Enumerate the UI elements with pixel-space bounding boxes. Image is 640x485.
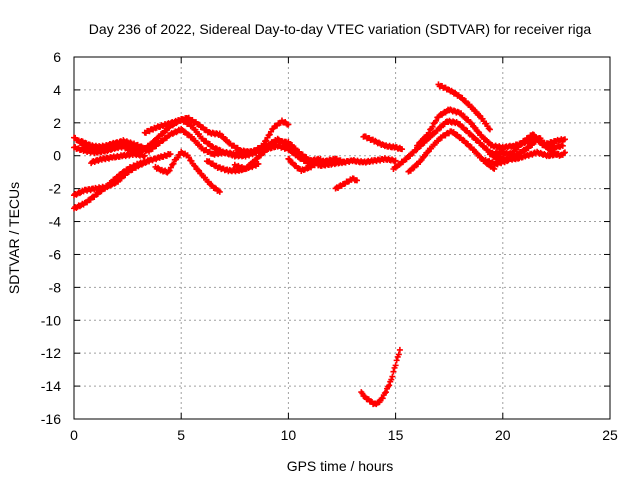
gridlines xyxy=(74,57,610,419)
data-point xyxy=(216,188,223,195)
data-point xyxy=(146,157,153,164)
data-point xyxy=(473,137,480,144)
data-point xyxy=(470,133,477,140)
data-point xyxy=(433,117,440,124)
data-point xyxy=(392,362,399,369)
data-point xyxy=(466,130,473,137)
data-point xyxy=(167,151,174,158)
data-point xyxy=(429,123,436,130)
x-axis-label: GPS time / hours xyxy=(287,458,394,474)
data-point xyxy=(390,368,397,375)
series-track-21 xyxy=(77,137,146,151)
x-tick-label: 5 xyxy=(177,427,185,443)
data-point xyxy=(263,137,270,144)
data-point xyxy=(285,121,292,128)
y-tick-label: 4 xyxy=(53,82,61,98)
data-point xyxy=(379,395,386,402)
data-point xyxy=(141,152,148,159)
chart-title: Day 236 of 2022, Sidereal Day-to-day VTE… xyxy=(89,21,592,37)
data-point xyxy=(381,390,388,397)
y-tick-label: -10 xyxy=(41,312,61,328)
data-point xyxy=(555,151,562,158)
y-tick-label: -16 xyxy=(41,411,61,427)
data-point xyxy=(475,129,482,136)
data-point xyxy=(185,154,192,161)
series-track-13 xyxy=(358,346,403,408)
data-point xyxy=(490,165,497,172)
data-point xyxy=(255,160,262,167)
plot-area-frame xyxy=(73,56,611,420)
data-point xyxy=(386,382,393,389)
y-tick-label: 2 xyxy=(53,115,61,131)
y-axis-tick-labels: -16 -14 -12 -10 -8 -6 -4 -2 0 2 4 6 xyxy=(41,49,61,427)
data-point xyxy=(166,167,173,174)
series-track-12 xyxy=(360,133,406,153)
x-tick-label: 20 xyxy=(495,427,511,443)
data-point xyxy=(389,373,396,380)
series-track-11 xyxy=(332,175,361,192)
x-tick-label: 10 xyxy=(281,427,297,443)
data-point xyxy=(468,120,475,127)
data-point xyxy=(341,159,348,166)
data-point xyxy=(178,125,185,132)
data-point xyxy=(471,124,478,131)
series-track-20 xyxy=(491,148,562,163)
data-point xyxy=(185,131,192,138)
data-point xyxy=(170,160,177,167)
data-point xyxy=(395,351,402,358)
data-point xyxy=(425,129,432,136)
y-tick-label: 0 xyxy=(53,148,61,164)
data-point xyxy=(467,119,474,126)
data-point xyxy=(388,376,395,383)
data-point xyxy=(561,136,568,143)
y-tick-label: -14 xyxy=(41,378,61,394)
y-tick-label: -8 xyxy=(49,279,62,295)
data-point xyxy=(417,158,424,165)
data-point xyxy=(420,153,427,160)
data-point xyxy=(559,142,566,149)
series-track-6 xyxy=(88,150,148,167)
x-tick-label: 15 xyxy=(388,427,404,443)
data-point xyxy=(354,177,361,184)
x-tick-label: 0 xyxy=(70,427,78,443)
data-point xyxy=(561,149,568,156)
data-point xyxy=(396,346,403,353)
data-point xyxy=(418,156,425,163)
x-axis-tick-labels: 0 5 10 15 20 25 xyxy=(70,427,618,443)
data-point xyxy=(392,157,399,164)
series-track-10 xyxy=(285,155,348,174)
data-point xyxy=(393,357,400,364)
data-point xyxy=(472,124,479,131)
series-track-19 xyxy=(486,131,566,158)
y-tick-label: -6 xyxy=(49,246,62,262)
series-track-3 xyxy=(141,114,292,156)
data-point xyxy=(139,144,146,151)
data-point xyxy=(468,104,475,111)
data-point xyxy=(422,152,429,159)
series-track-17 xyxy=(435,81,493,133)
x-tick-label: 25 xyxy=(602,427,618,443)
y-axis-label: SDTVAR / TECUs xyxy=(6,182,22,294)
axis-ticks xyxy=(73,56,611,420)
y-tick-label: 6 xyxy=(53,49,61,65)
y-tick-label: -4 xyxy=(49,214,62,230)
data-point xyxy=(486,126,493,133)
series-track-7 xyxy=(152,148,223,195)
data-point xyxy=(382,389,389,396)
series-track-9 xyxy=(231,142,324,172)
y-tick-label: -2 xyxy=(49,181,62,197)
data-point xyxy=(181,128,188,135)
series-track-5 xyxy=(71,157,153,212)
data-point xyxy=(424,149,431,156)
y-tick-label: -12 xyxy=(41,345,61,361)
data-point xyxy=(259,143,266,150)
data-points xyxy=(71,81,568,408)
data-point xyxy=(399,146,406,153)
